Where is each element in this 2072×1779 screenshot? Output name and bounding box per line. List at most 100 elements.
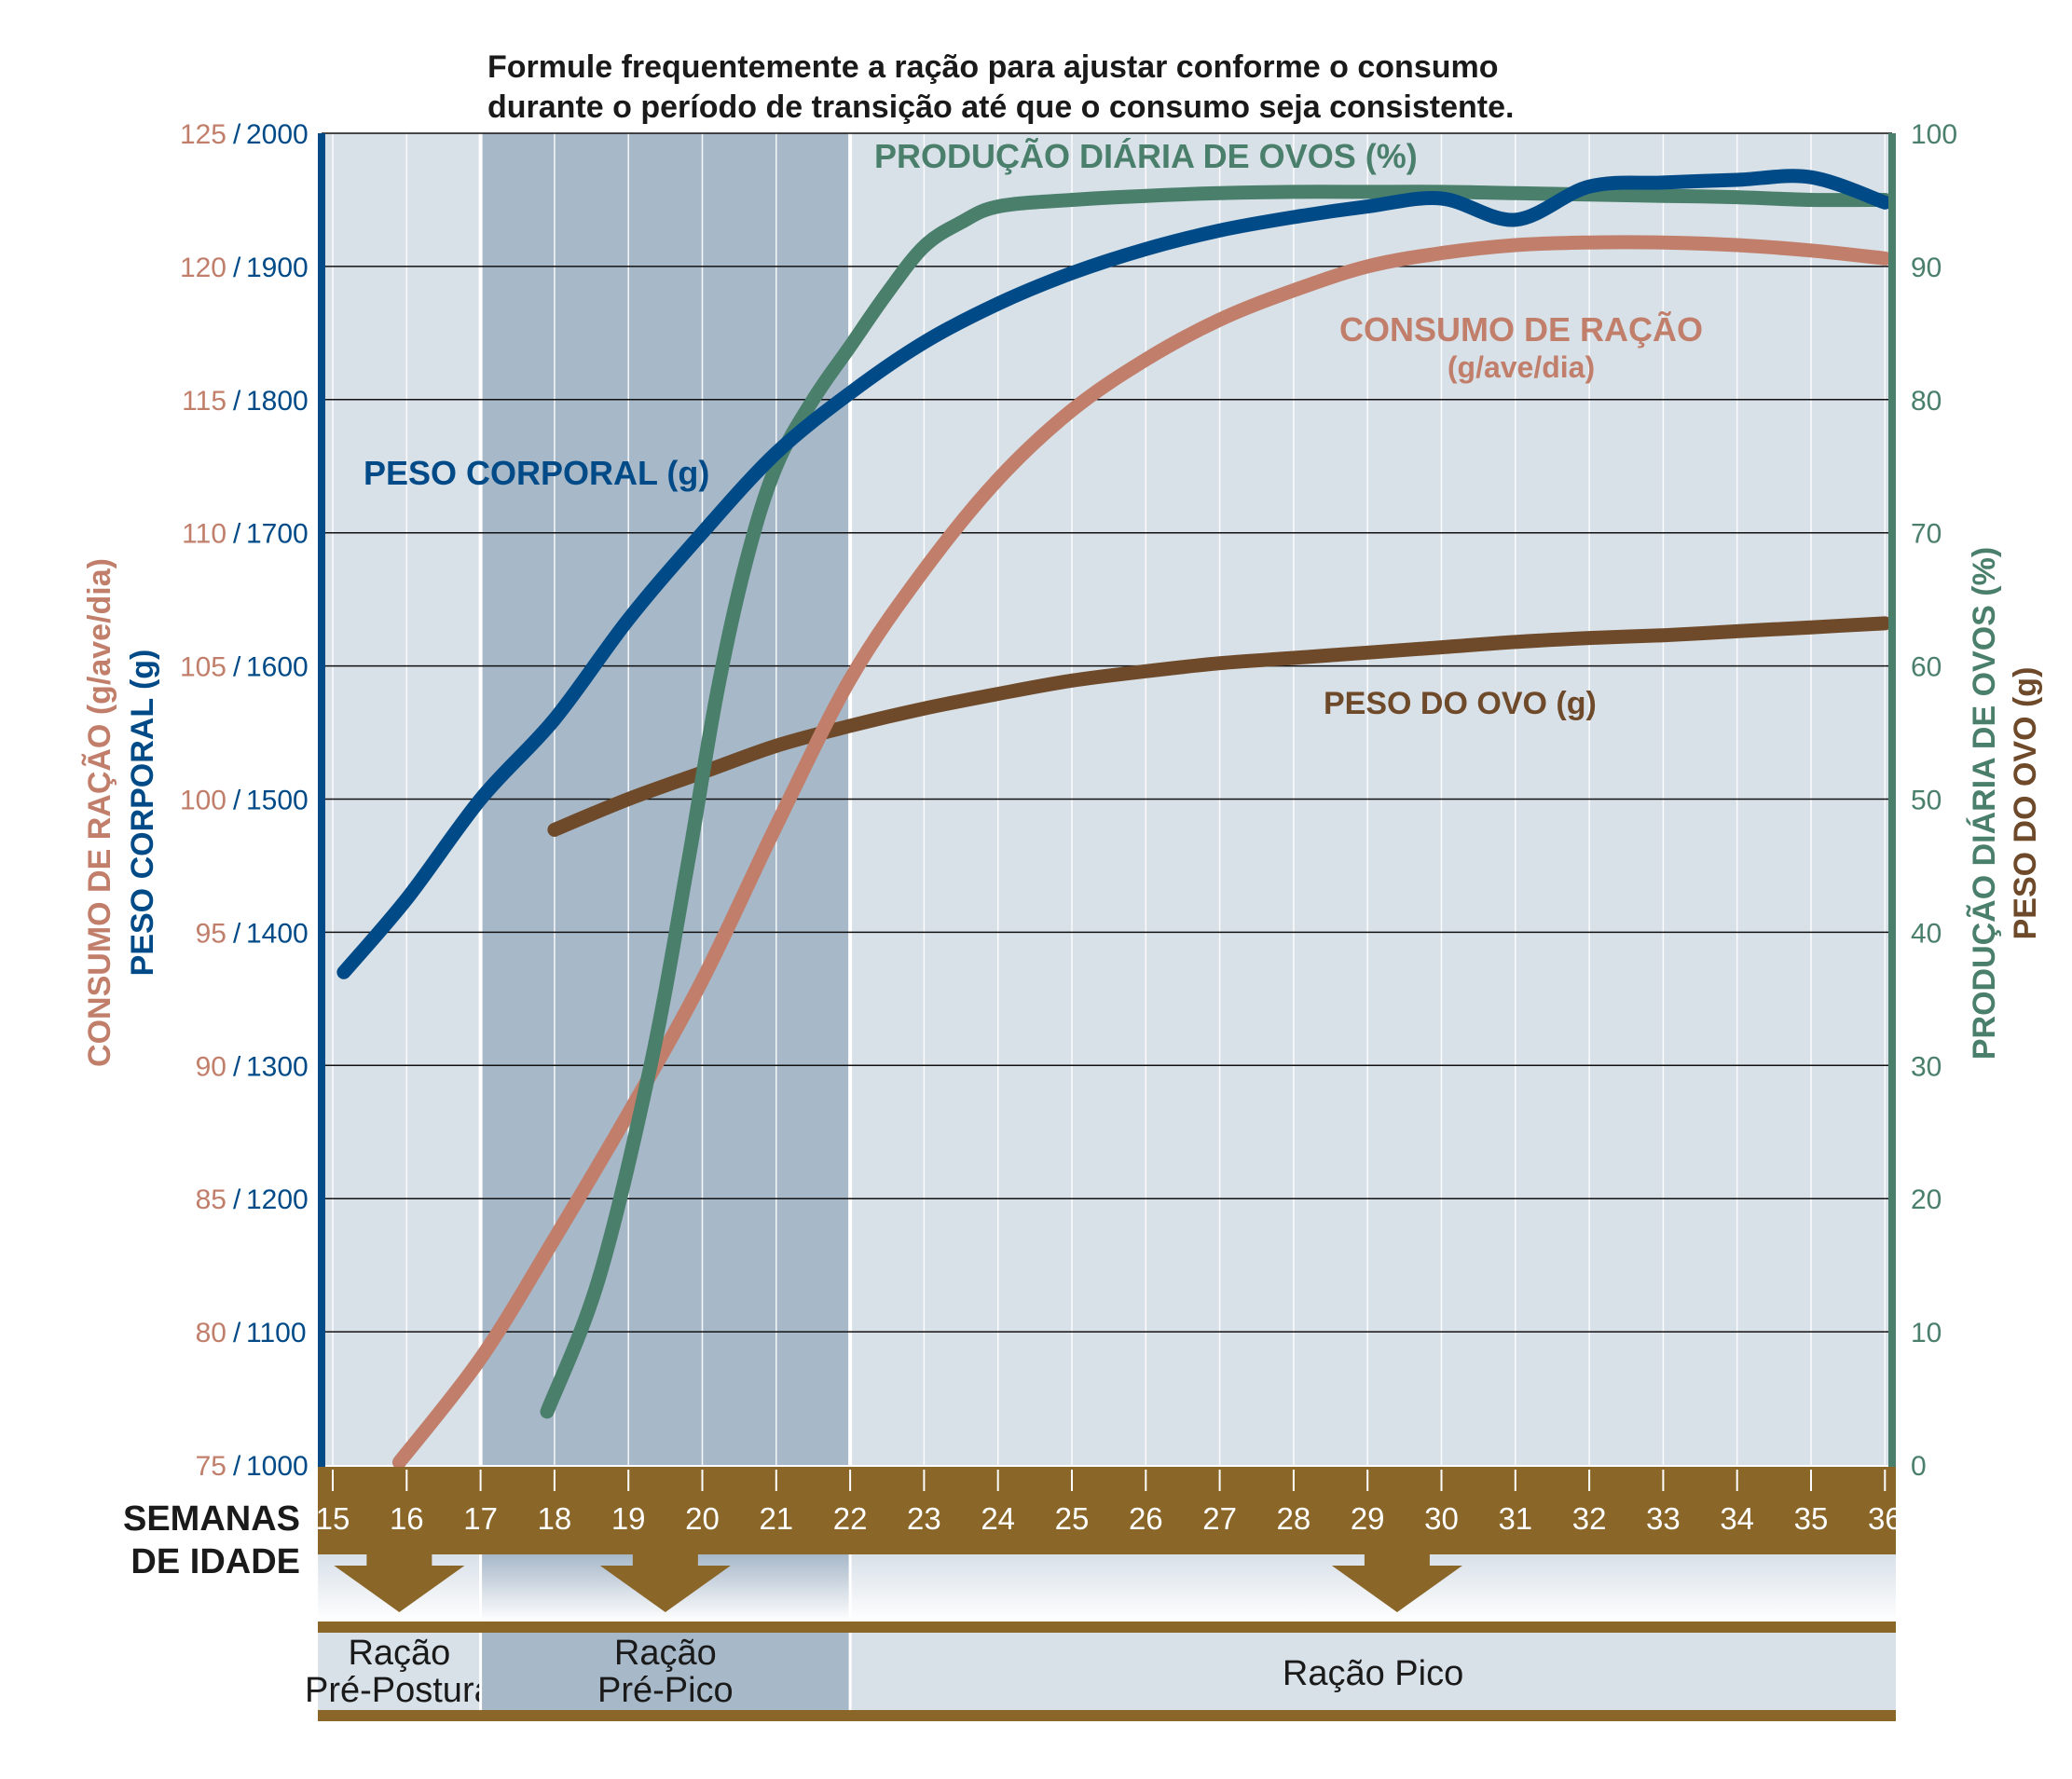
week-tick-label: 21 <box>759 1501 793 1536</box>
left-tick-label-feed: 120 <box>180 253 226 283</box>
left-tick-label-feed: 75 <box>196 1451 226 1482</box>
phase-cell-2 <box>850 1633 1896 1710</box>
label-feed-line-1: CONSUMO DE RAÇÃO <box>1339 309 1703 349</box>
left-axis-line <box>318 133 325 1471</box>
right-tick-label: 20 <box>1911 1184 1942 1215</box>
left-tick-label-weight: 1700 <box>246 519 309 550</box>
left-tick-label-feed: 80 <box>196 1318 226 1348</box>
left-tick-separator: / <box>233 1051 241 1082</box>
right-tick-label: 90 <box>1911 253 1942 283</box>
week-tick-label: 24 <box>981 1501 1015 1536</box>
week-tick-label: 28 <box>1277 1501 1311 1536</box>
phase-label: Ração Pico <box>1283 1654 1463 1693</box>
phase-label-line-1: Ração <box>614 1634 717 1673</box>
left-tick-separator: / <box>233 1184 241 1215</box>
right-axis-line <box>1888 133 1896 1471</box>
chart-title-line-1: Formule frequentemente a ração para ajus… <box>487 49 1499 85</box>
left-tick-separator: / <box>233 1318 241 1348</box>
week-tick-label: 23 <box>907 1501 941 1536</box>
right-axis-title-egg-weight: PESO DO OVO (g) <box>2008 667 2043 940</box>
week-tick-label: 31 <box>1498 1501 1532 1536</box>
right-tick-label: 50 <box>1911 786 1942 816</box>
left-tick-separator: / <box>233 652 241 683</box>
week-tick-label: 34 <box>1720 1501 1754 1536</box>
phase-label-line-2: Pré-Postura <box>305 1671 495 1710</box>
left-tick-label-feed: 90 <box>196 1051 226 1082</box>
right-tick-label: 0 <box>1911 1451 1927 1482</box>
right-tick-label: 70 <box>1911 519 1942 550</box>
right-tick-label: 40 <box>1911 918 1942 949</box>
series-line-peso-corporal-g <box>336 169 1892 979</box>
left-tick-label-feed: 105 <box>180 652 226 683</box>
left-tick-separator: / <box>233 119 241 150</box>
left-tick-label-weight: 1900 <box>246 253 309 283</box>
week-tick-label: 16 <box>390 1501 424 1536</box>
left-tick-label-weight: 1300 <box>246 1051 309 1082</box>
phase-label-line-1: Ração <box>348 1634 450 1673</box>
phase-cell-1 <box>480 1633 851 1710</box>
left-axis-title-feed: CONSUMO DE RAÇÃO (g/ave/dia) <box>82 558 117 1067</box>
left-tick-label-weight: 1600 <box>246 652 309 683</box>
series-line-peso-do-ovo-g <box>547 616 1892 837</box>
week-tick-label: 29 <box>1351 1501 1385 1536</box>
series-line-consumo-de-ra-o-g-ave-dia <box>391 235 1892 1470</box>
right-tick-label: 30 <box>1911 1051 1942 1082</box>
left-tick-separator: / <box>233 918 241 949</box>
label-egg-weight: PESO DO OVO (g) <box>1324 686 1597 721</box>
week-tick-label: 36 <box>1868 1501 1902 1536</box>
left-tick-label-feed: 85 <box>196 1184 226 1215</box>
weeks-band: 15 16 17 18 19 20 21 22 23 24 25 26 27 28 29 30 31 32 33 34… <box>316 1467 1902 1554</box>
phase-cell-0 <box>318 1633 481 1710</box>
right-tick-label: 10 <box>1911 1318 1942 1348</box>
week-tick-label: 35 <box>1794 1501 1829 1536</box>
phase-bar-bottom-border <box>318 1710 1896 1721</box>
week-tick-label: 32 <box>1572 1501 1607 1536</box>
left-axis-title-weight: PESO CORPORAL (g) <box>125 650 160 977</box>
phase-arrow-marker <box>1331 1547 1462 1612</box>
label-body-weight: PESO CORPORAL (g) <box>364 454 709 492</box>
week-tick-label: 26 <box>1129 1501 1163 1536</box>
left-tick-label-feed: 100 <box>180 786 226 816</box>
week-tick-label: 27 <box>1202 1501 1237 1536</box>
series-group <box>336 169 1892 1470</box>
phase-bar-top-border <box>318 1622 1896 1633</box>
label-feed-line-2: (g/ave/dia) <box>1448 350 1595 384</box>
x-axis-title-line-1: SEMANAS <box>123 1499 300 1539</box>
weeks-band-bar <box>318 1467 1896 1554</box>
phase-arrow-marker <box>334 1547 465 1612</box>
left-tick-label-weight: 1100 <box>246 1318 307 1348</box>
right-tick-label: 60 <box>1911 652 1942 683</box>
left-tick-label-feed: 110 <box>182 519 226 550</box>
week-tick-label: 19 <box>611 1501 646 1536</box>
week-tick-label: 17 <box>463 1501 498 1536</box>
left-tick-separator: / <box>233 786 241 816</box>
right-axis-title-production: PRODUÇÃO DIÁRIA DE OVOS (%) <box>1967 547 2002 1060</box>
left-tick-separator: / <box>233 519 241 550</box>
x-axis-title-line-2: DE IDADE <box>130 1542 300 1581</box>
phase-label-line-2: Pré-Pico <box>597 1671 734 1710</box>
left-tick-label-weight: 1400 <box>246 918 309 949</box>
label-production: PRODUÇÃO DIÁRIA DE OVOS (%) <box>874 136 1418 175</box>
left-tick-separator: / <box>233 1451 241 1482</box>
right-tick-label: 80 <box>1911 386 1942 417</box>
week-tick-label: 20 <box>685 1501 720 1536</box>
week-tick-label: 18 <box>538 1501 572 1536</box>
right-tick-label: 100 <box>1911 119 1957 150</box>
left-tick-label-weight: 1200 <box>246 1184 309 1215</box>
left-tick-label-feed: 115 <box>182 386 226 417</box>
left-tick-label-weight: 1500 <box>246 786 309 816</box>
week-tick-label: 30 <box>1424 1501 1459 1536</box>
left-tick-separator: / <box>233 253 241 283</box>
left-tick-label-feed: 125 <box>180 119 226 150</box>
left-tick-label-weight: 1800 <box>246 386 309 417</box>
left-tick-label-feed: 95 <box>196 918 226 949</box>
week-tick-label: 15 <box>316 1501 350 1536</box>
left-tick-label-weight: 1000 <box>246 1451 309 1482</box>
week-tick-label: 25 <box>1055 1501 1090 1536</box>
week-tick-label: 33 <box>1646 1501 1681 1536</box>
week-tick-label: 22 <box>833 1501 868 1536</box>
left-tick-label-weight: 2000 <box>246 119 309 150</box>
